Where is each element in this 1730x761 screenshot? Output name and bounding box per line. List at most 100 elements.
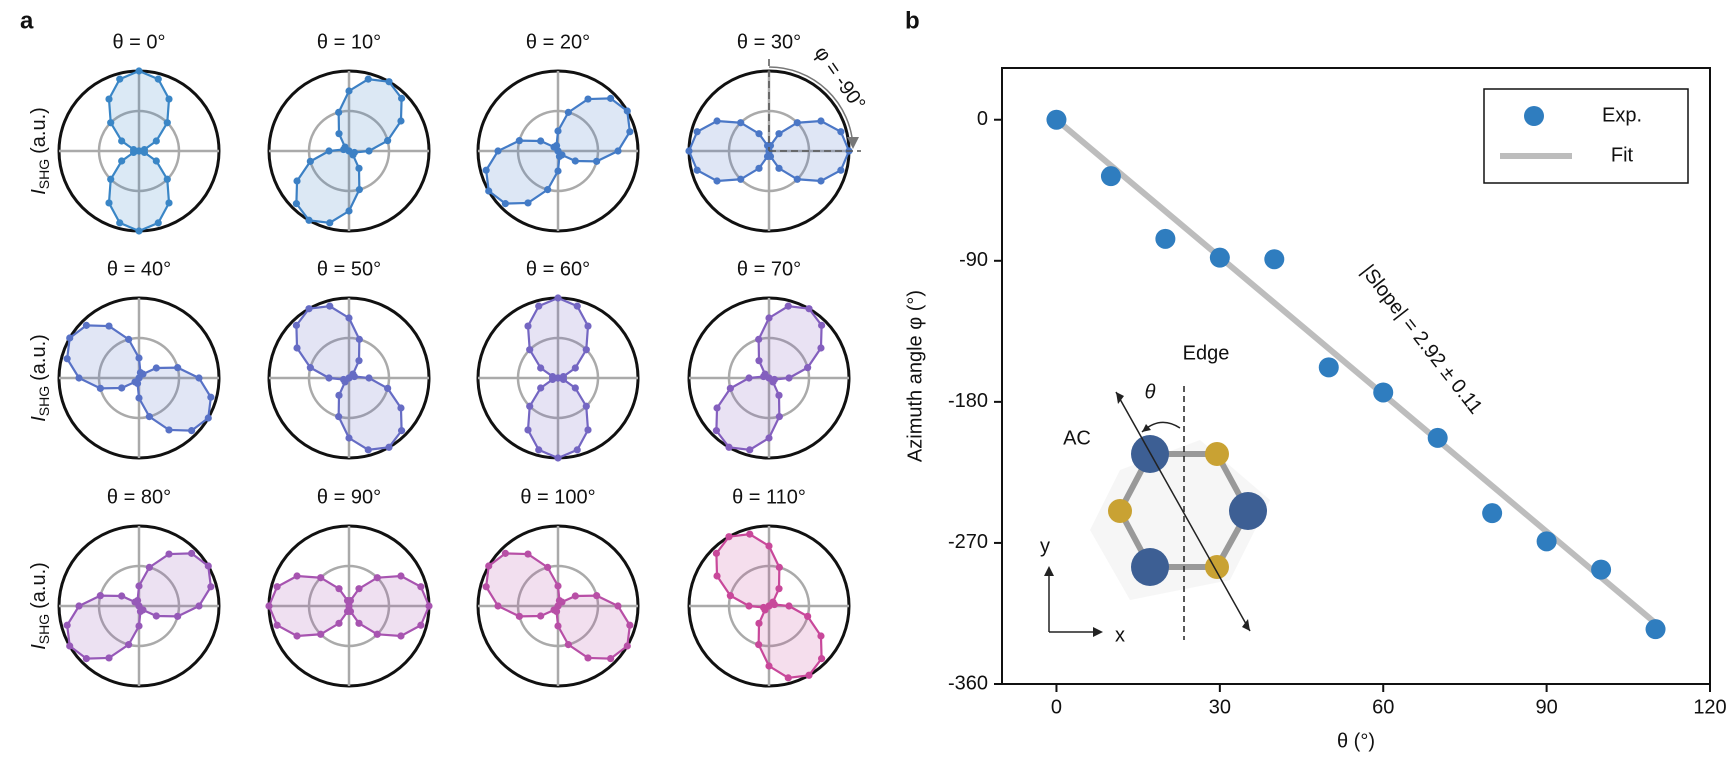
inset-diagram xyxy=(1044,386,1270,640)
data-point xyxy=(165,199,173,207)
data-point xyxy=(775,585,783,593)
y-tick-label: -90 xyxy=(959,249,988,271)
annotation-arrow xyxy=(768,66,854,148)
data-point xyxy=(584,322,592,330)
data-point xyxy=(135,227,143,235)
data-point xyxy=(174,364,182,372)
data-point xyxy=(712,549,720,557)
plot-title: θ = 30° xyxy=(737,31,801,53)
data-point xyxy=(558,151,566,159)
data-point xyxy=(554,127,562,135)
data-point xyxy=(582,402,590,410)
data-point xyxy=(325,374,333,382)
data-point xyxy=(524,322,532,330)
y-axis-label: ISHG (a.u.) xyxy=(28,334,51,422)
data-point xyxy=(713,572,721,580)
data-point xyxy=(364,75,372,83)
data-point xyxy=(417,583,425,591)
legend-label: Exp. xyxy=(1602,104,1642,126)
data-point xyxy=(554,294,562,302)
data-point xyxy=(485,187,493,195)
data-point xyxy=(775,413,783,421)
data-point xyxy=(135,147,143,155)
data-point xyxy=(135,622,143,630)
annotation-arrowhead xyxy=(847,137,859,149)
data-point xyxy=(107,175,115,183)
data-point xyxy=(397,572,405,580)
data-point xyxy=(524,426,532,434)
data-point xyxy=(713,117,721,125)
data-point xyxy=(1591,559,1612,580)
data-point xyxy=(537,612,545,620)
data-point xyxy=(713,177,721,185)
data-point xyxy=(765,662,773,670)
data-point xyxy=(107,119,115,127)
data-point xyxy=(118,137,126,145)
data-point xyxy=(818,655,826,663)
data-point xyxy=(515,612,523,620)
data-point xyxy=(573,302,581,310)
data-point xyxy=(145,563,153,571)
data-point xyxy=(96,592,104,600)
data-point xyxy=(207,583,215,591)
data-point xyxy=(537,364,545,372)
data-point xyxy=(793,175,801,183)
data-point xyxy=(195,602,203,610)
plot-title: θ = 20° xyxy=(526,31,590,53)
data-point xyxy=(584,95,592,103)
data-point xyxy=(116,75,124,83)
data-point xyxy=(573,446,581,454)
data-point xyxy=(755,357,763,365)
data-point xyxy=(817,632,825,640)
data-point xyxy=(82,321,90,329)
data-point xyxy=(66,334,74,342)
data-point xyxy=(554,602,562,610)
data-point xyxy=(837,128,845,136)
data-point xyxy=(793,119,801,127)
data-point xyxy=(385,443,393,451)
data-point xyxy=(63,355,71,363)
data-point xyxy=(293,572,301,580)
data-point xyxy=(554,622,562,630)
data-point xyxy=(804,364,812,372)
data-point xyxy=(725,443,733,451)
data-point xyxy=(712,427,720,435)
data-point xyxy=(524,199,532,207)
data-point xyxy=(818,321,826,329)
data-point xyxy=(341,378,349,386)
data-point xyxy=(118,384,126,392)
data-point xyxy=(152,157,160,165)
data-point xyxy=(373,630,381,638)
data-point xyxy=(559,375,568,384)
legend-label: Fit xyxy=(1611,144,1634,166)
data-point xyxy=(165,550,173,558)
plot-title: θ = 90° xyxy=(317,486,381,508)
data-point xyxy=(345,87,353,95)
data-point xyxy=(548,375,557,384)
y-axis-label-part: I xyxy=(28,644,50,650)
data-point xyxy=(355,619,363,627)
data-point xyxy=(765,542,773,550)
data-point xyxy=(515,137,523,145)
data-point xyxy=(737,119,745,127)
data-point xyxy=(784,302,792,310)
data-point xyxy=(305,216,313,224)
data-point xyxy=(755,335,763,343)
data-point xyxy=(140,148,149,157)
data-point xyxy=(355,585,363,593)
data-point xyxy=(785,602,793,610)
data-point xyxy=(118,592,126,600)
data-point xyxy=(765,314,773,322)
data-point xyxy=(325,147,333,155)
data-point xyxy=(350,148,359,157)
plot-title: θ = 50° xyxy=(317,258,381,280)
data-point xyxy=(273,583,281,591)
y-axis-label-part: (a.u.) xyxy=(28,334,50,381)
data-point xyxy=(345,602,353,610)
data-point xyxy=(165,426,173,434)
data-point xyxy=(1373,382,1394,403)
data-point xyxy=(745,602,753,610)
data-point xyxy=(384,137,392,145)
data-point xyxy=(135,354,143,362)
